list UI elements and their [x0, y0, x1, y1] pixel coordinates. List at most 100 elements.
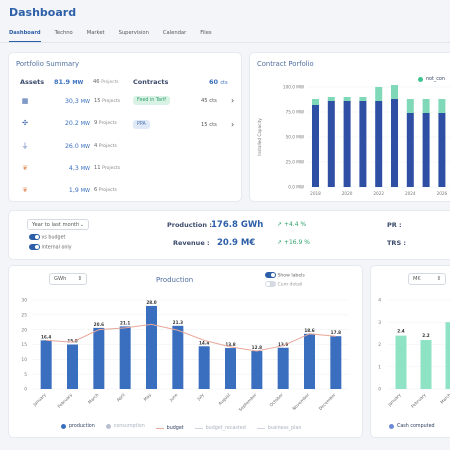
y-tick-label: 5: [24, 372, 27, 378]
budget-toggle[interactable]: [29, 234, 40, 240]
data-label: 16.4: [41, 334, 51, 339]
x-tick-label: August: [217, 392, 231, 406]
legend-budget-recasted[interactable]: budget_recasted: [194, 425, 246, 431]
bar-not-contracted: [406, 99, 414, 113]
cash-bar: [445, 322, 450, 389]
data-label: 20.6: [94, 322, 104, 327]
y-tick-label: 20: [21, 327, 27, 333]
contract-portfolio-title: Contract Porfolio: [257, 60, 314, 68]
asset-value: 20.2: [64, 119, 79, 127]
chevron-down-icon: ⌄: [79, 221, 84, 228]
production-bar: [330, 336, 342, 389]
legend-consumption[interactable]: consumption: [105, 424, 145, 429]
asset-unit: MW: [80, 165, 90, 172]
show-labels-row[interactable]: Show labels: [265, 272, 305, 279]
toggle-internal-row[interactable]: internal only: [29, 244, 72, 251]
y-tick-label: 100.0 MW: [283, 85, 304, 90]
bar-not-contracted: [359, 97, 367, 101]
legend-budget[interactable]: budget: [155, 426, 184, 431]
tab-dashboard[interactable]: Dashboard: [9, 30, 41, 42]
cash-chart: 0 1 2 3 4 2.4 January 2.2 February March: [378, 298, 450, 409]
chevron-updown-icon: ⇕: [436, 276, 441, 282]
cash-unit-select[interactable]: M€ ⇕: [408, 273, 446, 285]
bar-not-contracted: [327, 97, 335, 101]
legend-label: budget_recasted: [205, 425, 246, 431]
revenue-kpi-label: Revenue :: [173, 239, 210, 247]
tab-bar: Dashboard Techno Market Supervision Cale…: [9, 30, 212, 42]
solar-panel-icon: ▦: [21, 97, 29, 105]
production-bar: [251, 351, 263, 389]
asset-row-biomass[interactable]: ❦ 4,3 MW 11 Projects: [20, 161, 130, 175]
chevron-right-icon[interactable]: ›: [231, 120, 235, 129]
asset-row-wind[interactable]: ✣ 20.2 MW 9 Projects: [20, 116, 130, 130]
asset-count-label: Projects: [98, 144, 117, 149]
y-tick-label: 25.0 MW: [286, 160, 304, 165]
show-labels-toggle[interactable]: [265, 272, 276, 278]
cum-detail-row[interactable]: Cum detail: [265, 281, 302, 288]
data-label: 18.6: [304, 328, 314, 333]
asset-value: 30,3: [64, 97, 79, 105]
contract-count: 15: [201, 122, 208, 128]
asset-row-hydro[interactable]: ⏚ 26.0 MW 4 Projects: [20, 139, 130, 153]
x-tick-label: June: [168, 392, 179, 403]
legend-dot: [389, 424, 394, 429]
production-kpi-label: Production :: [167, 221, 212, 229]
legend-dot: [418, 77, 423, 82]
contract-portfolio-chart: 0.0 MW 25.0 MW 50.0 MW 75.0 MW 100.0 MW Insta…: [257, 85, 450, 196]
internal-toggle[interactable]: [29, 244, 40, 250]
legend-line: [194, 427, 203, 429]
contract-row-fit[interactable]: Feed in Tarif 45 cts ›: [133, 96, 237, 108]
revenue-delta-value: +16.9 %: [283, 239, 310, 246]
projects-total-count: 46: [93, 79, 100, 85]
production-bar: [225, 348, 236, 389]
period-select[interactable]: Year to last month ⌄: [27, 219, 89, 230]
tab-supervision[interactable]: Supervision: [118, 30, 149, 36]
legend-business-plan[interactable]: business_plan: [256, 426, 301, 431]
legend-production[interactable]: production: [61, 424, 95, 429]
production-card: GWh ⇕ Production Show labels Cum detail …: [8, 265, 363, 438]
production-kpi-delta: ↗ +4.4 %: [277, 221, 306, 228]
y-tick-label: 4: [378, 298, 381, 304]
revenue-kpi-delta: ↗ +16.9 %: [277, 239, 310, 246]
legend-not-con[interactable]: not_con: [418, 77, 445, 82]
asset-row-other[interactable]: ❦ 1,9 MW 6 Projects: [20, 183, 130, 197]
data-label: 21.1: [120, 320, 130, 325]
toggle-budget-row[interactable]: vs budget: [29, 234, 65, 241]
cash-unit-value: M€: [413, 276, 421, 282]
production-unit-select[interactable]: GWh ⇕: [49, 273, 87, 285]
data-label: 12.8: [252, 345, 262, 350]
contract-row-ppa[interactable]: PPA 15 cts ›: [133, 120, 237, 132]
bar-contracted: [391, 99, 398, 187]
production-chart-title: Production: [156, 276, 194, 284]
contract-unit: cts: [209, 122, 217, 128]
contracts-label: Contracts: [133, 78, 169, 86]
production-kpi-value: 176.8 GWh: [211, 220, 264, 230]
asset-unit: MW: [80, 143, 90, 150]
bar-contracted: [327, 101, 335, 187]
asset-count-label: Projects: [98, 121, 117, 126]
legend-line: [256, 427, 265, 429]
x-tick-label: December: [318, 392, 337, 411]
x-tick-label: 2022: [373, 191, 384, 196]
contract-portfolio-card: Contract Porfolio not_con 0.0 MW 25.0 MW 5…: [249, 52, 450, 202]
legend-cash-computed[interactable]: Cash computed: [389, 424, 435, 429]
x-tick-label: October: [268, 392, 284, 408]
data-label: 2.2: [422, 333, 430, 338]
tab-techno[interactable]: Techno: [54, 30, 73, 36]
x-tick-label: November: [291, 392, 310, 411]
bar-contracted: [438, 113, 446, 187]
asset-count: 15: [94, 98, 101, 104]
data-label: 15.0: [67, 339, 77, 344]
contract-unit: cts: [209, 98, 217, 104]
assets-total-value: 81.9: [54, 78, 71, 86]
asset-row-solar[interactable]: ▦ 30,3 MW 15 Projects: [20, 94, 130, 108]
tab-calendar[interactable]: Calendar: [162, 30, 187, 36]
chevron-right-icon[interactable]: ›: [231, 96, 235, 105]
x-tick-label: July: [195, 392, 205, 402]
x-tick-label: 2024: [405, 191, 416, 196]
tab-files[interactable]: Files: [200, 30, 212, 36]
tab-market[interactable]: Market: [86, 30, 105, 36]
cum-detail-toggle[interactable]: [265, 281, 276, 287]
portfolio-summary-card: Portfolio Summary Assets 81.9 MW 46 Proj…: [8, 52, 242, 202]
contracts-total-unit: cts: [220, 80, 228, 86]
